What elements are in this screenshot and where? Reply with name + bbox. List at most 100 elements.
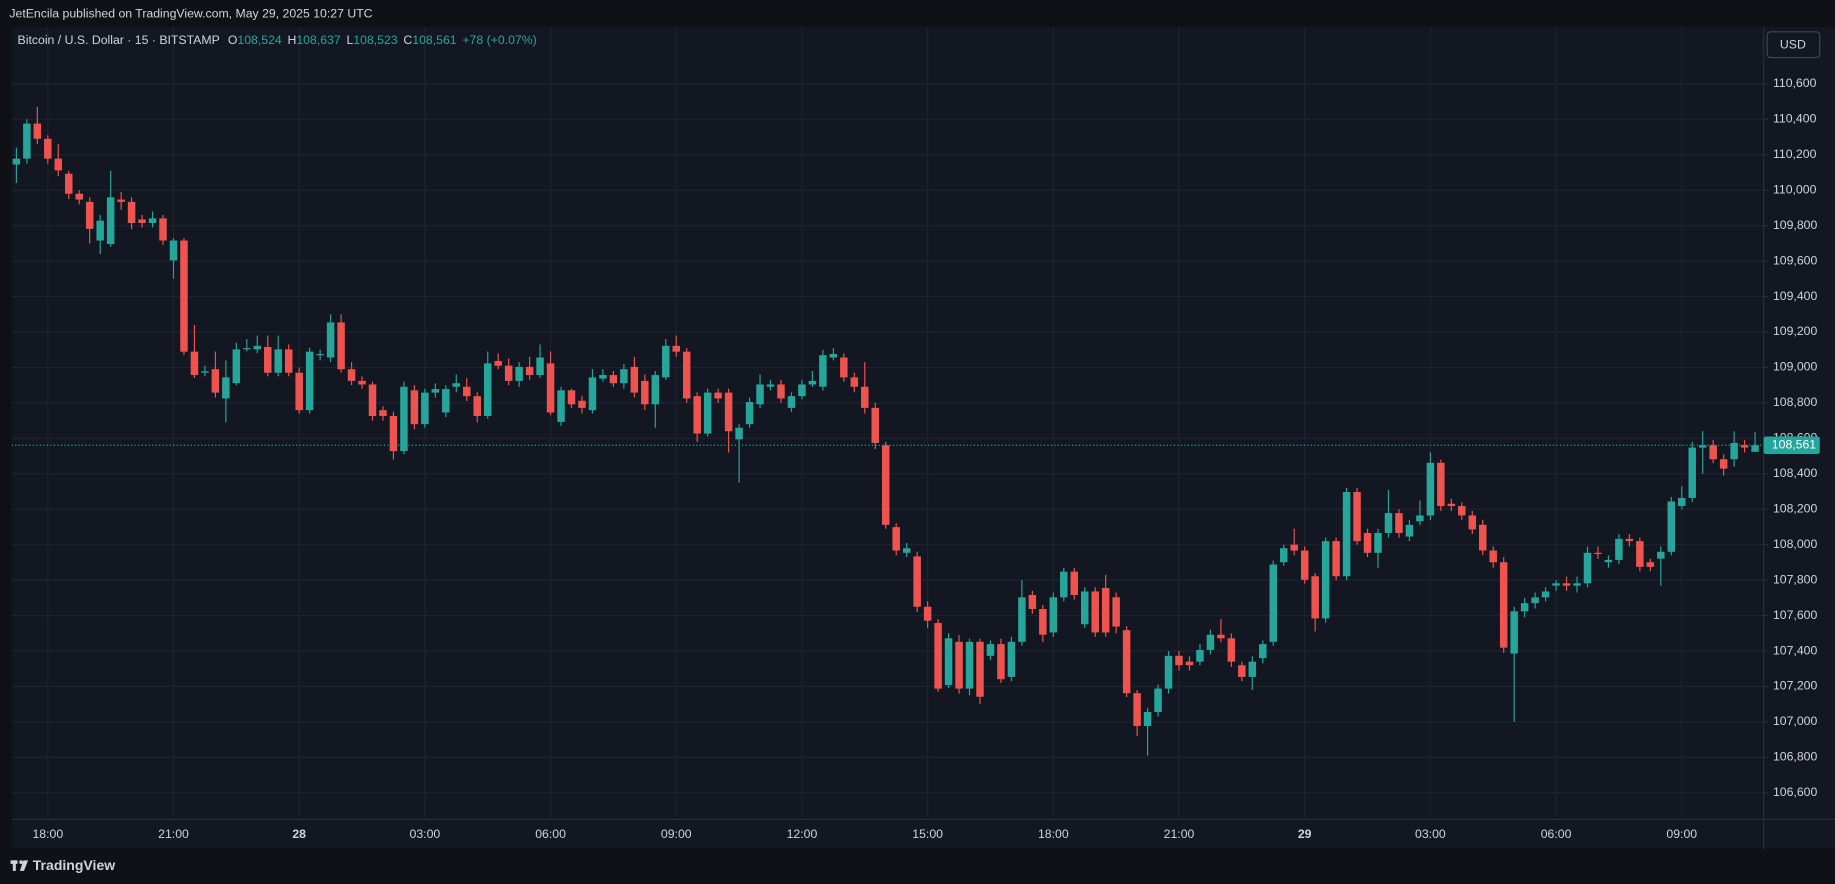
candle-body	[1028, 595, 1037, 610]
candle-body	[724, 392, 733, 432]
candle-body	[1615, 538, 1623, 560]
currency-button[interactable]	[1766, 31, 1821, 59]
candle-body	[651, 375, 660, 405]
x-tick-label: 12:00	[787, 827, 818, 841]
candle-body	[1353, 492, 1361, 542]
legend-symbol: Bitcoin / U.S. Dollar · 15 · BITSTAMP	[18, 33, 220, 47]
x-tick-label: 29	[1298, 827, 1312, 841]
last-price-tag	[1763, 436, 1820, 455]
candle-body	[159, 218, 167, 241]
candle-body	[1520, 603, 1529, 612]
candle-body	[295, 372, 303, 411]
candle-body	[1185, 661, 1194, 666]
candle-body	[379, 410, 387, 417]
candle-body	[1070, 571, 1079, 596]
candle-body	[148, 218, 157, 223]
candle-body	[1426, 462, 1435, 516]
candle-body	[1279, 548, 1288, 563]
candle-body	[117, 199, 125, 202]
candle-body	[1646, 562, 1655, 567]
legend-key: L	[346, 33, 353, 47]
candle-body	[316, 353, 324, 356]
candle-body	[735, 427, 743, 440]
candle-body	[515, 366, 523, 381]
candle-body	[1447, 503, 1456, 507]
candle-body	[829, 353, 838, 358]
candle-body	[1300, 550, 1309, 580]
candle-body	[96, 220, 104, 241]
candle-body	[1133, 693, 1141, 727]
y-tick-label: 110,200	[1773, 147, 1817, 161]
candle-body	[201, 371, 209, 373]
candle-body	[1395, 513, 1403, 533]
candle-body	[222, 377, 230, 399]
legend-value: 108,523	[353, 33, 398, 47]
candle-body	[902, 548, 911, 553]
x-tick-label: 09:00	[661, 827, 692, 841]
candle-body	[1636, 541, 1644, 567]
candle-body	[1384, 513, 1393, 533]
candle-body	[85, 201, 94, 229]
candle-body	[1594, 552, 1602, 555]
candle-body	[1730, 442, 1738, 460]
candle-body	[180, 240, 188, 352]
y-tick-label: 109,000	[1773, 360, 1818, 374]
candle-body	[777, 384, 785, 399]
candle-body	[1196, 649, 1204, 662]
candle-body	[944, 638, 953, 686]
candle-body	[714, 392, 722, 399]
candle-body	[138, 219, 146, 223]
candle-body	[473, 396, 481, 417]
candle-body	[1531, 597, 1539, 604]
legend-key: O	[228, 33, 238, 47]
candle-body	[1374, 532, 1382, 553]
candle-body	[12, 158, 21, 165]
candle-body	[1248, 661, 1257, 677]
candle-body	[1101, 587, 1110, 633]
candle-body	[305, 351, 314, 411]
x-tick-label: 03:00	[1415, 827, 1446, 841]
candle-body	[881, 445, 890, 525]
candle-body	[892, 527, 900, 551]
candle-body	[1217, 634, 1225, 639]
candle-body	[1625, 538, 1634, 542]
candle-body	[1583, 552, 1592, 584]
y-tick-label: 108,400	[1773, 466, 1818, 480]
candle-body	[358, 380, 366, 385]
candle-body	[913, 556, 921, 607]
candle-body	[1321, 541, 1330, 619]
candle-body	[578, 400, 586, 408]
candle-body	[808, 380, 817, 385]
candle-body	[965, 641, 974, 689]
candle-body	[326, 322, 335, 358]
candle-body	[1342, 492, 1351, 577]
footer-logo	[10, 860, 29, 871]
candle-body	[44, 138, 52, 159]
candle-body	[787, 396, 796, 408]
candle-body	[1112, 597, 1120, 627]
legend-key: H	[288, 33, 297, 47]
y-tick-label: 107,600	[1773, 608, 1818, 622]
y-tick-label: 108,200	[1773, 501, 1818, 515]
candle-body	[347, 369, 356, 381]
candle-body	[274, 349, 282, 373]
candle-body	[693, 396, 701, 434]
candle-body	[599, 375, 607, 379]
candle-body	[106, 197, 115, 245]
candle-body	[23, 123, 31, 159]
candle-body	[284, 349, 293, 373]
candle-body	[1740, 445, 1749, 448]
candle-body	[1227, 638, 1236, 662]
x-tick-label: 15:00	[912, 827, 943, 841]
candle-body	[232, 349, 241, 384]
candle-body	[190, 351, 199, 376]
candle-body	[923, 606, 932, 621]
candle-body	[494, 361, 502, 366]
candle-body	[620, 369, 628, 384]
currency-label[interactable]: USD	[1780, 38, 1806, 52]
candle-body	[546, 363, 555, 413]
candle-body	[410, 390, 419, 425]
candle-body	[1552, 583, 1560, 586]
candle-body	[934, 623, 942, 689]
